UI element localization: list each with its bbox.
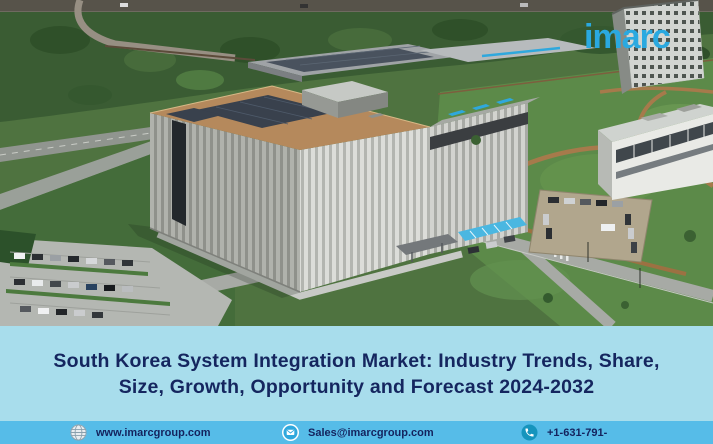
apartment-tower xyxy=(611,0,705,94)
entrance-area xyxy=(396,217,527,262)
imarc-logo: imarc xyxy=(584,18,671,56)
report-title-line1: South Korea System Integration Market: I… xyxy=(53,349,660,372)
email-icon xyxy=(282,424,299,441)
globe-icon xyxy=(70,424,87,441)
phone-number: +1-631-791- xyxy=(547,426,608,439)
phone-link[interactable]: +1-631-791- xyxy=(521,421,607,444)
main-building xyxy=(149,81,540,293)
industrial-sheds xyxy=(248,38,596,82)
white-building xyxy=(598,104,713,200)
title-band: South Korea System Integration Market: I… xyxy=(0,326,713,421)
website-url: www.imarcgroup.com xyxy=(96,426,211,439)
building-shadow xyxy=(128,224,302,298)
email-link[interactable]: Sales@imarcgroup.com xyxy=(282,421,434,444)
website-link[interactable]: www.imarcgroup.com xyxy=(70,421,211,444)
report-title-line2: Size, Growth, Opportunity and Forecast 2… xyxy=(118,375,595,398)
email-address: Sales@imarcgroup.com xyxy=(308,426,434,439)
contact-bar: www.imarcgroup.com Sales@imarcgroup.com … xyxy=(0,421,713,444)
gravel-parking-lot xyxy=(528,189,653,263)
curved-road xyxy=(74,0,236,62)
phone-icon xyxy=(521,424,538,441)
fence-line xyxy=(104,45,256,61)
distant-highway xyxy=(0,0,713,13)
campus-aerial-illustration xyxy=(0,0,713,326)
hero-photo: imarc xyxy=(0,0,713,326)
main-parking-lot xyxy=(0,230,232,326)
lawn-details xyxy=(471,135,696,309)
